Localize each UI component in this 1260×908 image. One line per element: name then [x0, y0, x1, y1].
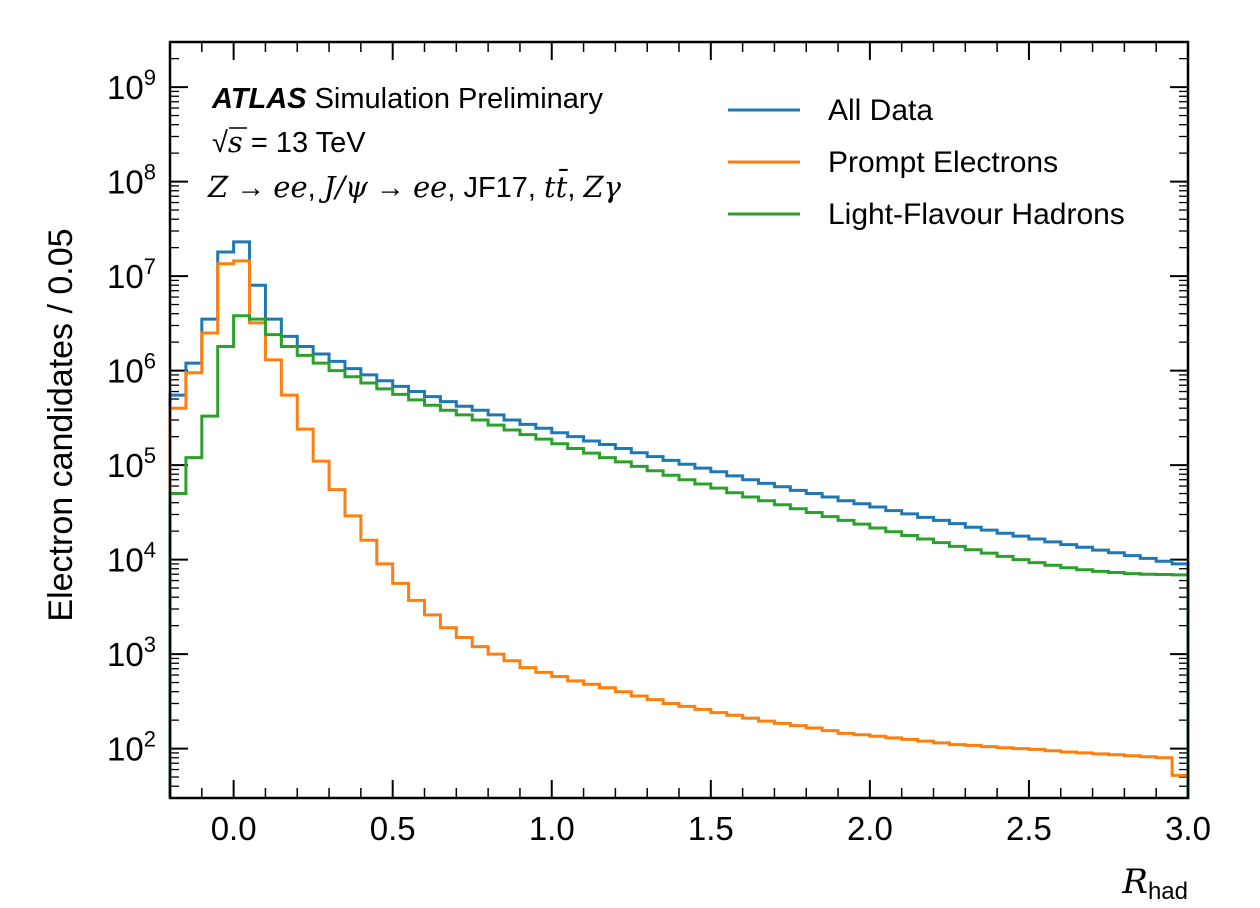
y-tick-label: 108	[107, 160, 156, 201]
energy-s: s	[228, 125, 243, 159]
energy-label: √s = 13 TeV	[212, 125, 366, 159]
x-tick-label: 2.0	[847, 810, 893, 847]
y-tick-exponent: 6	[144, 349, 156, 374]
y-tick-label: 104	[107, 538, 156, 579]
energy-value: = 13 TeV	[243, 127, 366, 159]
y-tick-base: 10	[107, 164, 144, 201]
plot-frame	[168, 40, 1190, 800]
series-line-prompt-electrons	[168, 259, 1190, 798]
y-tick-base: 10	[107, 258, 144, 295]
y-tick-exponent: 5	[144, 443, 156, 468]
y-tick-label: 105	[107, 443, 156, 484]
legend-label: Prompt Electrons	[828, 146, 1058, 179]
x-axis-title-subscript: had	[1148, 878, 1188, 905]
y-tick-exponent: 9	[144, 65, 156, 90]
y-tick-label: 103	[107, 632, 156, 673]
process-fragment: Zγ	[582, 170, 621, 204]
process-fragment: , JF17,	[447, 172, 544, 204]
y-tick-exponent: 2	[144, 727, 156, 752]
y-tick-label: 102	[107, 727, 156, 768]
x-tick-label: 1.0	[529, 810, 575, 847]
legend-label: Light-Flavour Hadrons	[828, 198, 1125, 231]
x-tick-label: 2.5	[1006, 810, 1052, 847]
tick-labels: 0.0 0.5 1.0 1.5 2.0 2.5 3.01021031041051061071…	[107, 65, 1211, 847]
process-fragment: →	[368, 172, 413, 204]
atlas-annotation: ATLAS Simulation Preliminary √s = 13 TeV…	[207, 83, 622, 204]
x-axis-title: Rhad	[1121, 862, 1188, 905]
y-tick-exponent: 4	[144, 538, 156, 563]
y-tick-base: 10	[107, 69, 144, 106]
y-tick-label: 106	[107, 349, 156, 390]
y-tick-exponent: 3	[144, 632, 156, 657]
y-tick-label: 109	[107, 65, 156, 106]
legend: All Data Prompt Electrons Light-Flavour Ha…	[728, 94, 1125, 231]
process-fragment: ,	[567, 172, 583, 204]
process-fragment: →	[228, 172, 273, 204]
process-fragment: J/ψ	[319, 170, 368, 204]
series-line-all-data	[168, 240, 1190, 798]
legend-label: All Data	[828, 94, 933, 127]
x-tick-label: 3.0	[1165, 810, 1211, 847]
y-tick-exponent: 8	[144, 160, 156, 185]
sqrt-symbol: √	[212, 127, 228, 159]
series-line-light-flavour-hadrons	[168, 314, 1190, 798]
y-tick-base: 10	[107, 447, 144, 484]
axis-titles: Electron candidates / 0.05 Rhad	[42, 228, 1188, 905]
atlas-label: ATLAS Simulation Preliminary	[211, 83, 604, 115]
process-fragment: ee	[273, 170, 307, 204]
y-tick-label: 107	[107, 254, 156, 295]
process-fragment: tt̄	[544, 168, 568, 204]
atlas-brand: ATLAS	[211, 83, 307, 115]
process-fragment: ,	[308, 172, 324, 204]
x-tick-label: 0.0	[211, 810, 257, 847]
x-tick-label: 0.5	[370, 810, 416, 847]
x-axis-title-main: R	[1121, 862, 1148, 902]
x-tick-label: 1.5	[688, 810, 734, 847]
data-series	[168, 240, 1190, 798]
process-fragment: Z	[207, 170, 229, 204]
y-tick-base: 10	[107, 542, 144, 579]
y-tick-base: 10	[107, 636, 144, 673]
y-tick-base: 10	[107, 353, 144, 390]
process-label: Z → ee, J/ψ → ee, JF17, tt̄, Zγ	[207, 168, 622, 204]
atlas-suffix: Simulation Preliminary	[307, 83, 604, 115]
y-tick-exponent: 7	[144, 254, 156, 279]
y-tick-base: 10	[107, 731, 144, 768]
y-axis-title: Electron candidates / 0.05	[42, 228, 80, 621]
process-fragment: ee	[413, 170, 447, 204]
